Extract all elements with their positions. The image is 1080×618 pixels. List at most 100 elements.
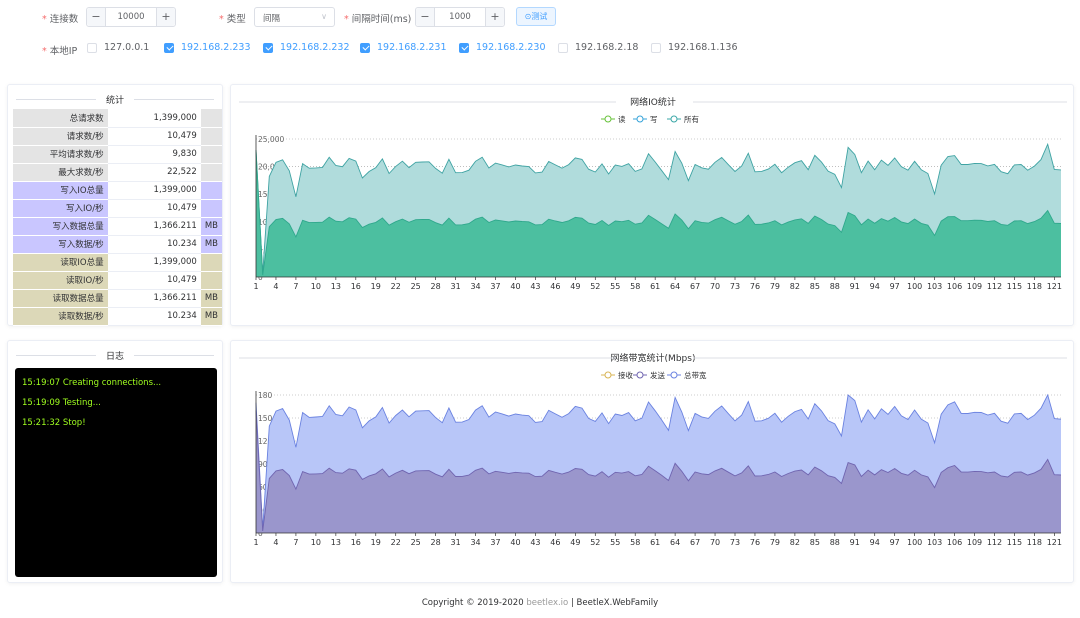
y-tick-label: 60 (258, 483, 268, 492)
stats-row: 写入数据总量 1,366.211 MB (13, 217, 222, 236)
x-tick-label: 1 (253, 282, 258, 291)
test-button[interactable]: ⊙测试 (516, 7, 556, 26)
x-tick-label: 1 (253, 538, 258, 547)
interval-decrement-button[interactable]: − (416, 8, 435, 26)
interval-label-text: 间隔时间(ms) (351, 14, 412, 25)
stats-table: 总请求数 1,399,000 请求数/秒 10,479 平均请求数/秒 9,830 最大求数… (13, 109, 222, 326)
x-tick-label: 106 (947, 538, 962, 547)
interval-increment-button[interactable]: + (485, 8, 504, 26)
x-tick-label: 10 (311, 282, 321, 291)
x-tick-label: 64 (670, 538, 680, 547)
checkbox-checked-icon[interactable] (360, 42, 370, 53)
checkbox-checked-icon[interactable] (263, 42, 273, 53)
stats-key: 读取IO/秒 (13, 271, 108, 290)
stats-title-text: 统计 (95, 96, 134, 106)
test-config-form: * 连接数 − 10000 + * 类型 间隔 ∨ * 间隔时间(ms) − 1000… (0, 0, 1080, 34)
legend-marker (636, 371, 644, 379)
x-tick-label: 103 (927, 538, 942, 547)
ip-checkbox[interactable]: 192.168.2.230 (459, 42, 546, 53)
x-tick-label: 88 (830, 538, 840, 547)
x-tick-label: 115 (1007, 538, 1022, 547)
legend-item: 写 (633, 115, 658, 124)
checkbox-empty-icon[interactable] (651, 42, 661, 53)
ip-checkbox[interactable]: 127.0.0.1 (87, 42, 149, 53)
stats-unit (200, 199, 222, 218)
ip-checkbox[interactable]: 192.168.2.233 (164, 42, 251, 53)
stats-value: 1,399,000 (107, 109, 201, 128)
series-area (256, 150, 1061, 277)
x-tick-label: 94 (870, 282, 880, 291)
interval-value[interactable]: 1000 (449, 12, 471, 22)
stats-unit (200, 127, 222, 146)
x-tick-label: 55 (610, 282, 620, 291)
stats-value: 1,399,000 (107, 181, 201, 200)
x-tick-label: 91 (850, 538, 860, 547)
stats-unit (200, 253, 222, 272)
checkbox-empty-icon[interactable] (558, 42, 568, 53)
x-tick-label: 73 (730, 282, 740, 291)
connections-stepper[interactable]: − 10000 + (86, 7, 176, 27)
local-ip-row: * 本地IP 127.0.0.1 192.168.2.233 192.168.2.23… (0, 36, 1080, 60)
stats-unit: MB (200, 289, 222, 308)
connections-decrement-button[interactable]: − (87, 8, 106, 26)
stats-value: 22,522 (107, 163, 201, 182)
bandwidth-chart: 网络带宽统计(Mbps) 接收 发送 总带宽 0 30 60 90 120 150 180 1 4 7 10… (239, 352, 1067, 547)
local-ip-label: * 本地IP (42, 46, 78, 57)
ip-checkbox-label: 192.168.2.232 (280, 42, 350, 53)
x-tick-label: 91 (850, 282, 860, 291)
connections-increment-button[interactable]: + (156, 8, 175, 26)
x-tick-label: 46 (550, 538, 560, 547)
stats-unit (200, 181, 222, 200)
checkbox-checked-icon[interactable] (164, 42, 174, 53)
log-title: 日志 (8, 349, 222, 362)
x-tick-label: 55 (610, 538, 620, 547)
x-tick-label: 49 (570, 538, 580, 547)
stats-title: 统计 (8, 93, 222, 106)
interval-stepper[interactable]: − 1000 + (415, 7, 505, 27)
ip-checkbox-label: 127.0.0.1 (104, 42, 150, 53)
stats-row: 写入IO/秒 10,479 (13, 199, 222, 218)
log-panel: 日志 15:19:07 Creating connections... 15:1… (7, 340, 223, 583)
stats-value: 1,399,000 (107, 253, 201, 272)
connections-value[interactable]: 10000 (117, 12, 145, 22)
x-tick-label: 94 (870, 538, 880, 547)
legend-label: 所有 (684, 114, 699, 124)
legend-label: 写 (650, 115, 658, 124)
legend-marker (636, 115, 644, 123)
y-tick-label: 0 (258, 529, 263, 538)
legend-label: 接收 (618, 370, 633, 380)
x-tick-label: 13 (331, 282, 341, 291)
ip-checkbox[interactable]: 192.168.2.18 (558, 42, 638, 53)
y-tick-label: 180 (258, 391, 273, 400)
x-tick-label: 4 (273, 538, 278, 547)
type-label-text: 类型 (226, 14, 246, 25)
stats-unit: MB (200, 307, 222, 326)
checkbox-empty-icon[interactable] (87, 42, 97, 53)
x-tick-label: 49 (570, 282, 580, 291)
x-tick-label: 100 (907, 282, 922, 291)
ip-checkbox[interactable]: 192.168.1.136 (651, 42, 738, 53)
x-tick-label: 112 (987, 538, 1002, 547)
stats-value: 9,830 (107, 145, 201, 164)
stats-key: 写入数据/秒 (13, 235, 108, 254)
chevron-down-icon: ∨ (321, 12, 327, 21)
y-tick-label: 30 (258, 506, 268, 515)
x-tick-label: 112 (987, 282, 1002, 291)
site-link[interactable]: beetlex.io (526, 598, 569, 608)
ip-checkbox[interactable]: 192.168.2.231 (360, 42, 447, 53)
legend-label: 发送 (650, 370, 665, 380)
x-tick-label: 70 (710, 282, 720, 291)
connections-label: * 连接数 (42, 14, 79, 25)
ip-checkbox[interactable]: 192.168.2.232 (263, 42, 350, 53)
x-tick-label: 61 (650, 282, 660, 291)
x-tick-label: 100 (907, 538, 922, 547)
stats-row: 写入IO总量 1,399,000 (13, 181, 222, 200)
stats-key: 读取数据/秒 (13, 307, 108, 326)
x-tick-label: 7 (293, 282, 298, 291)
type-select[interactable]: 间隔 ∨ (254, 7, 335, 27)
connections-label-text: 连接数 (49, 14, 79, 25)
x-tick-label: 82 (790, 282, 800, 291)
checkbox-checked-icon[interactable] (459, 42, 469, 53)
x-tick-label: 118 (1027, 282, 1042, 291)
x-tick-label: 16 (351, 282, 361, 291)
